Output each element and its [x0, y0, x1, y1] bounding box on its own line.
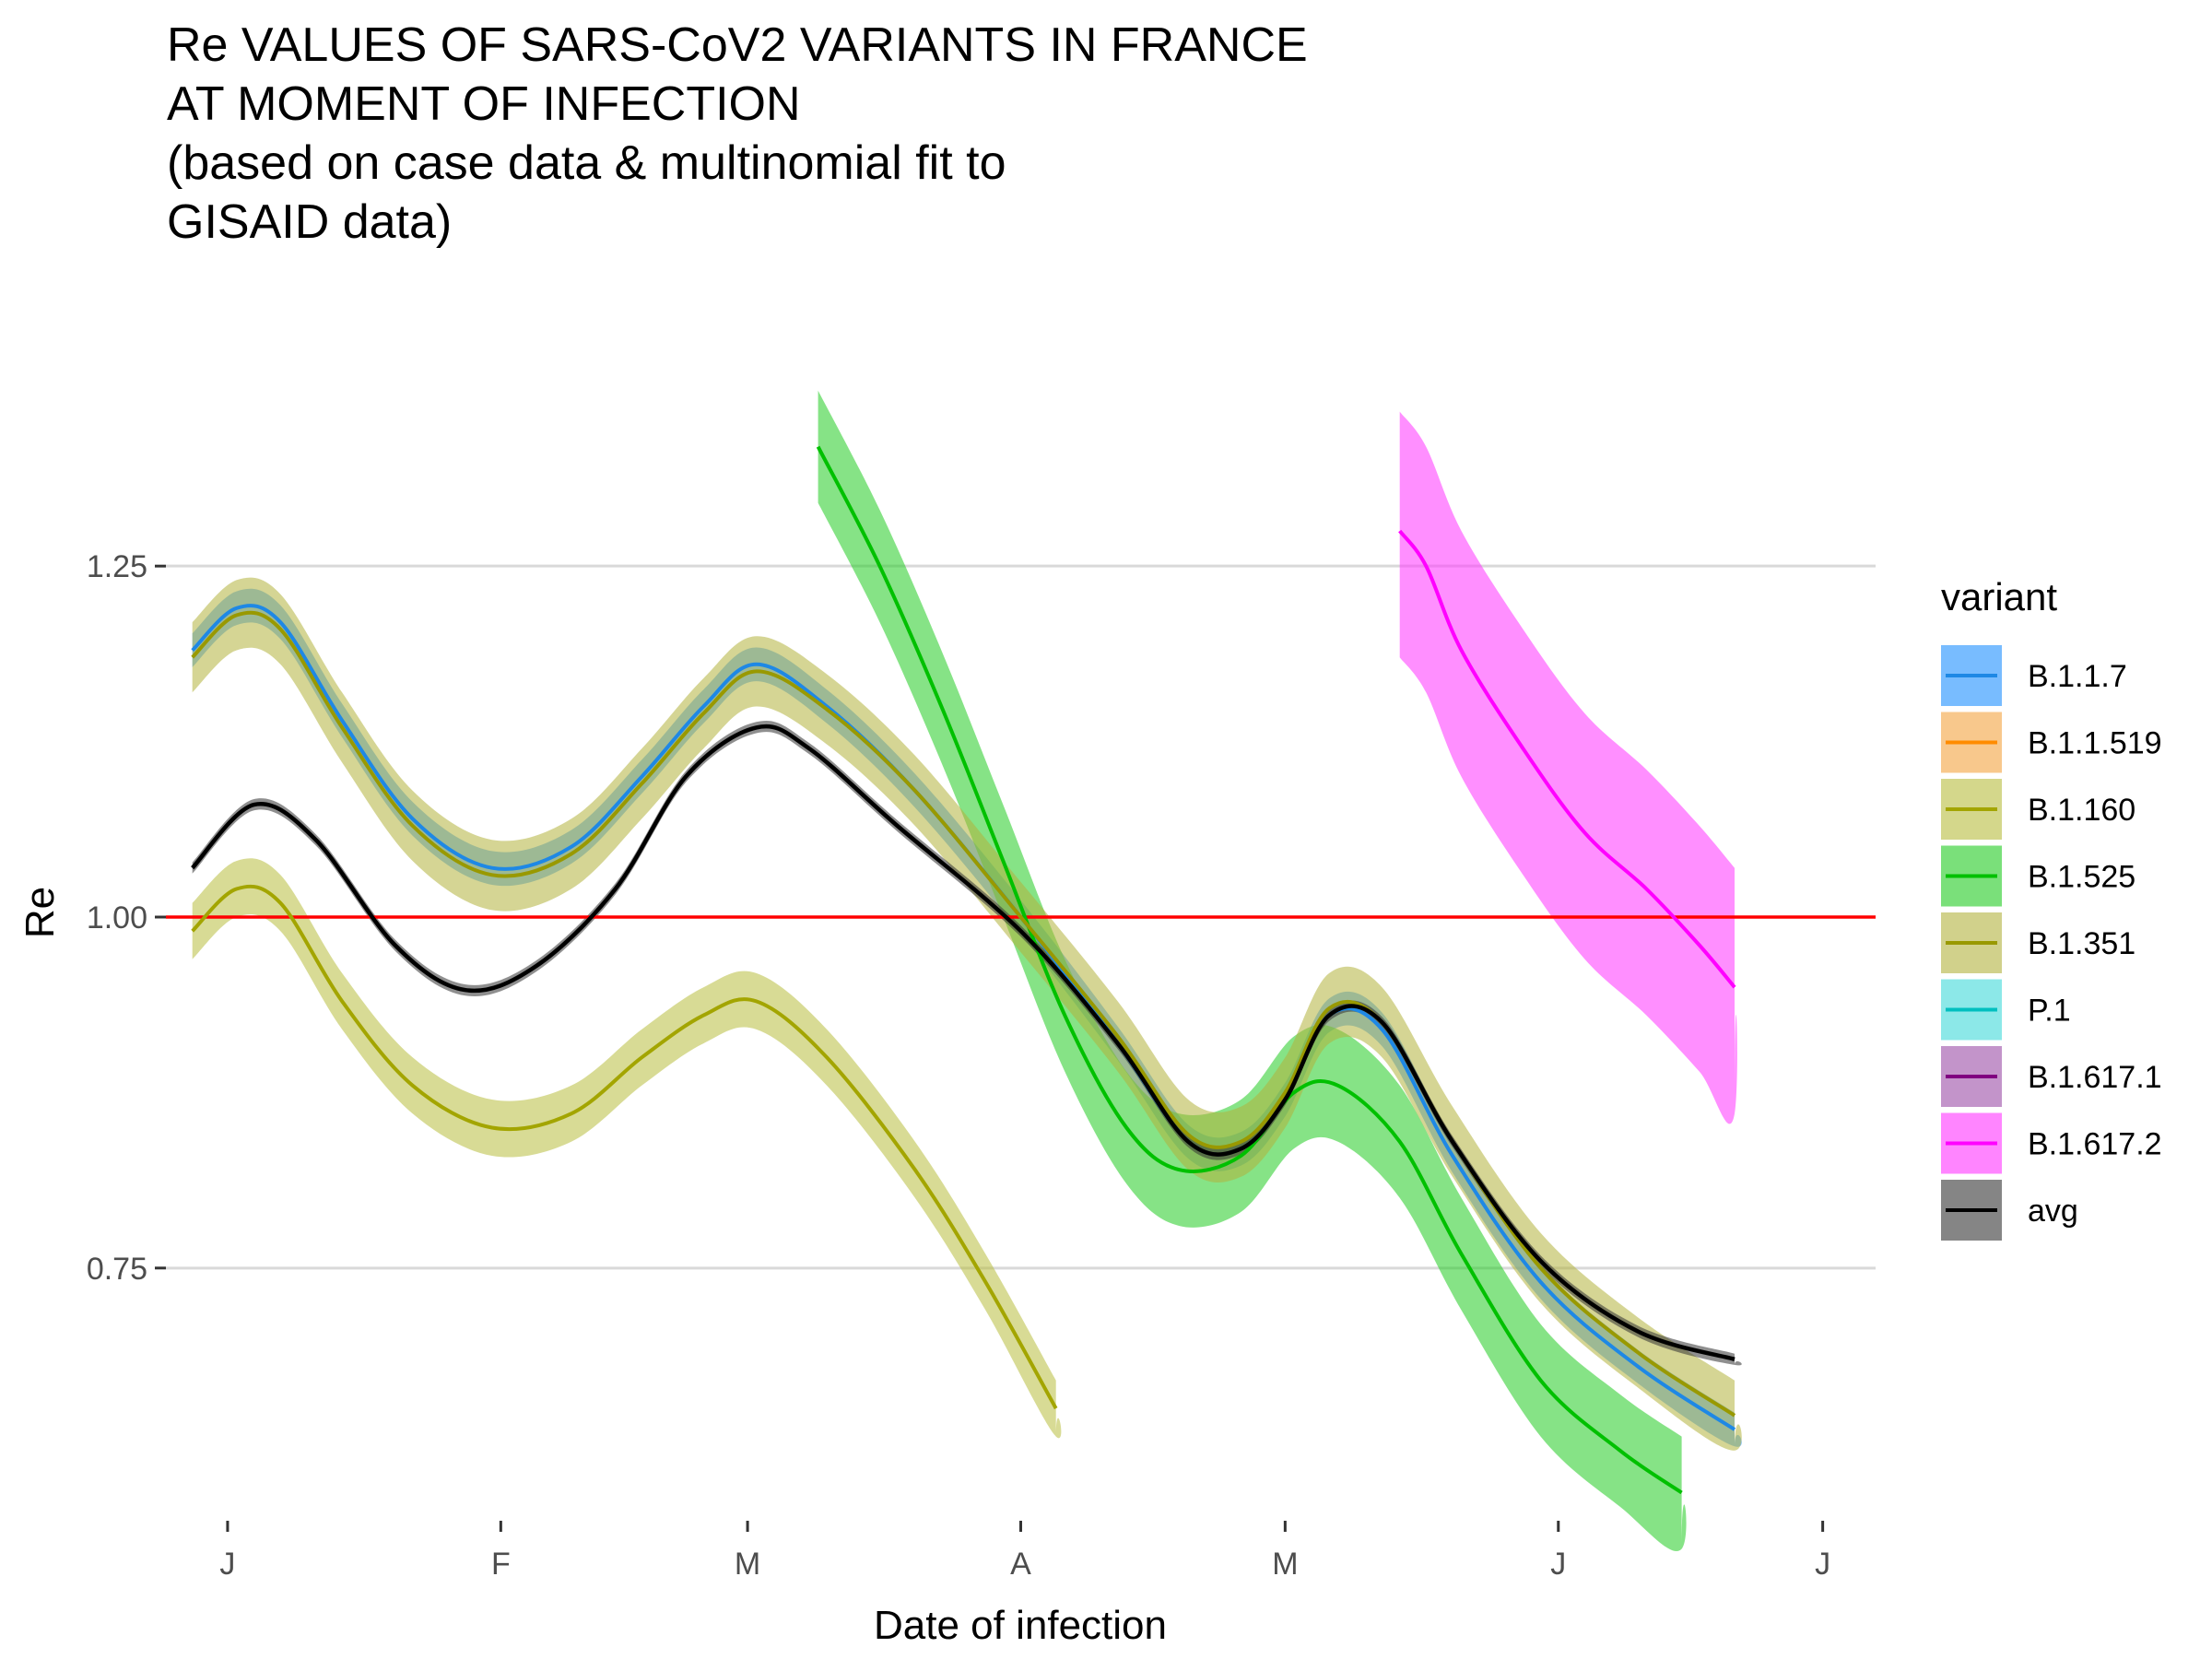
legend-label: B.1.1.519 — [2028, 726, 2162, 761]
legend-label: B.1.617.1 — [2028, 1060, 2162, 1095]
x-axis-title: Date of infection — [874, 1603, 1167, 1648]
x-tick-label: J — [1815, 1547, 1830, 1582]
y-tick-label: 1.00 — [87, 900, 147, 935]
x-tick-label: A — [1010, 1547, 1031, 1582]
legend-label: B.1.525 — [2028, 860, 2136, 895]
legend-label: B.1.1.7 — [2028, 659, 2127, 694]
chart-title: Re VALUES OF SARS-CoV2 VARIANTS IN FRANC… — [167, 18, 1308, 249]
legend-label: avg — [2028, 1194, 2078, 1229]
legend-item-b-1-1-519: B.1.1.519 — [1941, 712, 2162, 773]
line-avg — [191, 724, 1735, 1361]
title-line-1: Re VALUES OF SARS-CoV2 VARIANTS IN FRANC… — [167, 18, 1308, 72]
legend-item-b-1-617-1: B.1.617.1 — [1941, 1046, 2162, 1107]
legend-label: B.1.617.2 — [2028, 1127, 2162, 1162]
legend-item-avg: avg — [1941, 1180, 2078, 1241]
series-lines — [191, 445, 1736, 1495]
ribbon-b-1-617-2 — [1399, 411, 1737, 1124]
title-line-4: GISAID data) — [167, 195, 452, 249]
title-line-3: (based on case data & multinomial fit to — [167, 136, 1006, 190]
legend-label: B.1.351 — [2028, 926, 2136, 961]
legend-item-b-1-351: B.1.351 — [1941, 912, 2136, 973]
x-tick-label: J — [1550, 1547, 1566, 1582]
line-b-1-160 — [191, 884, 1058, 1410]
legend-item-b-1-1-7: B.1.1.7 — [1941, 645, 2127, 706]
legend-item-b-1-525: B.1.525 — [1941, 845, 2136, 907]
legend-label: P.1 — [2028, 994, 2071, 1029]
line-b-1-525 — [816, 445, 1683, 1495]
x-tick-label: J — [219, 1547, 235, 1582]
y-tick-label: 1.25 — [87, 549, 147, 584]
x-tick-label: F — [491, 1547, 511, 1582]
legend-title: variant — [1941, 575, 2057, 618]
legend-item-b-1-160: B.1.160 — [1941, 779, 2136, 840]
legend-label: B.1.160 — [2028, 793, 2136, 828]
ribbon-b-1-160 — [192, 858, 1062, 1439]
y-tick-label: 0.75 — [87, 1252, 147, 1287]
x-tick-label: M — [735, 1547, 760, 1582]
title-line-2: AT MOMENT OF INFECTION — [167, 77, 801, 131]
legend-item-b-1-617-2: B.1.617.2 — [1941, 1112, 2162, 1174]
line-b-1-617-2 — [1398, 529, 1736, 989]
legend: variant B.1.1.7 B.1.1.519 B.1.160 B.1.525 B.… — [1941, 575, 2162, 1241]
x-tick-label: M — [1272, 1547, 1298, 1582]
axes: 0.75 1.00 1.25 J F M A M J J — [87, 549, 1830, 1582]
y-axis-title: Re — [18, 887, 63, 938]
legend-item-p-1: P.1 — [1941, 979, 2071, 1041]
ribbon-b-1-525 — [818, 390, 1687, 1552]
